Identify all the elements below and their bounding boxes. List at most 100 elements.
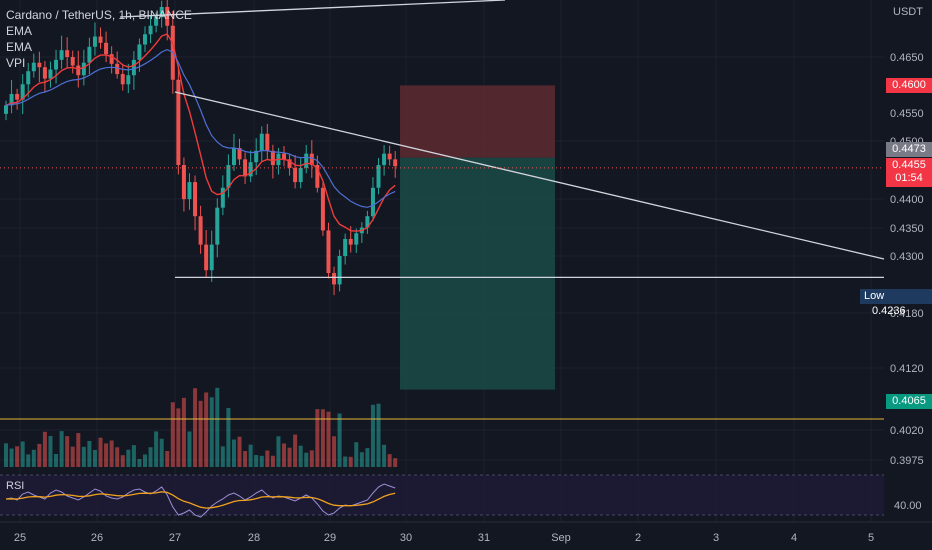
volume-bar bbox=[226, 407, 231, 467]
rsi-line bbox=[5, 483, 396, 518]
volume-bar bbox=[98, 437, 103, 467]
volume-bar bbox=[154, 431, 159, 467]
volume-bar bbox=[76, 433, 81, 467]
volume-bar bbox=[59, 431, 64, 467]
trade-zones bbox=[400, 85, 555, 390]
candle-body bbox=[20, 84, 25, 100]
volume-bar bbox=[270, 455, 275, 467]
candle-body bbox=[26, 71, 31, 85]
candle-body bbox=[259, 133, 264, 151]
candle-body bbox=[270, 150, 275, 166]
vpi-indicator-label[interactable]: VPI bbox=[6, 56, 26, 70]
volume-bar bbox=[315, 409, 320, 467]
volume-bar bbox=[37, 443, 42, 467]
candle-body bbox=[382, 153, 387, 166]
candle-body bbox=[332, 273, 337, 285]
price-tick-label: 0.4400 bbox=[890, 194, 924, 206]
time-tick-label: 30 bbox=[400, 532, 412, 544]
volume-bar bbox=[148, 447, 153, 467]
candle-body bbox=[15, 93, 20, 100]
volume-bar bbox=[65, 436, 70, 467]
candle-body bbox=[31, 62, 36, 72]
low-label: Low bbox=[864, 290, 885, 302]
candle-body bbox=[159, 6, 164, 18]
moving-averages bbox=[5, 33, 396, 232]
candle-body bbox=[37, 62, 42, 68]
price-tick-label: 0.4300 bbox=[890, 251, 924, 263]
time-tick-label: 2 bbox=[635, 532, 641, 544]
volume-bar bbox=[92, 449, 97, 467]
volume-bar bbox=[259, 455, 264, 467]
symbol-title[interactable]: Cardano / TetherUS, 1h, BINANCE bbox=[6, 8, 192, 22]
time-axis: 25 26 27 28 29 30 31 Sep 2 3 4 5 bbox=[14, 532, 874, 544]
volume-bar bbox=[298, 445, 303, 467]
volume-bar bbox=[365, 448, 370, 467]
stop-loss-zone bbox=[400, 85, 555, 158]
volume-bar bbox=[81, 446, 86, 467]
candle-body bbox=[198, 216, 203, 245]
time-tick-label: 5 bbox=[868, 532, 874, 544]
candle-body bbox=[376, 165, 381, 188]
volume-bar bbox=[343, 456, 348, 467]
candle-body bbox=[337, 256, 342, 285]
candle-body bbox=[193, 182, 198, 217]
volume-bar bbox=[15, 446, 20, 467]
current-price-tag: 0.4455 01:54 bbox=[886, 158, 932, 187]
volume-bar bbox=[370, 404, 375, 467]
price-tick-label: 0.4120 bbox=[890, 363, 924, 375]
low-value: 0.4236 bbox=[872, 305, 906, 317]
volume-bar bbox=[287, 447, 292, 467]
candle-body bbox=[237, 147, 242, 160]
candle-body bbox=[243, 159, 248, 177]
candle-body bbox=[92, 36, 97, 47]
candle-body bbox=[176, 79, 181, 166]
volume-bar bbox=[265, 450, 270, 467]
drawings bbox=[0, 0, 885, 420]
volume-bar bbox=[209, 397, 214, 467]
candle-body bbox=[76, 65, 81, 76]
volume-bar bbox=[31, 449, 36, 467]
volume-bar bbox=[304, 452, 309, 467]
candle-body bbox=[137, 44, 142, 60]
price-tick-label: 0.4550 bbox=[890, 108, 924, 120]
price-tick-label: 0.4350 bbox=[890, 223, 924, 235]
candle-body bbox=[309, 153, 314, 166]
candle-body bbox=[315, 165, 320, 188]
candle-body bbox=[181, 165, 186, 200]
volume-bar bbox=[393, 458, 398, 467]
time-tick-label: 4 bbox=[791, 532, 797, 544]
ema-indicator-label[interactable]: EMA bbox=[6, 40, 33, 54]
volume-bar bbox=[42, 431, 47, 467]
time-tick-label: 31 bbox=[478, 532, 490, 544]
candle-body bbox=[81, 62, 86, 76]
volume-bar bbox=[131, 445, 136, 467]
candle-body bbox=[215, 207, 220, 245]
volume-bar bbox=[176, 408, 181, 467]
candle-body bbox=[120, 74, 125, 85]
ema-indicator-label[interactable]: EMA bbox=[6, 24, 33, 38]
volume-bar bbox=[204, 392, 209, 467]
volume-bar bbox=[387, 454, 392, 467]
candle-body bbox=[104, 42, 109, 55]
candle-body bbox=[87, 46, 92, 63]
time-tick-label: 28 bbox=[248, 532, 260, 544]
candle-body bbox=[231, 147, 236, 166]
candle-body bbox=[59, 50, 64, 60]
candle-body bbox=[248, 162, 253, 177]
low-marker: Low 0.4236 bbox=[860, 289, 932, 317]
rsi-pane: RSI 40.00 bbox=[0, 474, 922, 518]
volume-bar bbox=[20, 441, 25, 467]
rsi-band bbox=[0, 475, 884, 515]
candle-body bbox=[304, 153, 309, 168]
candle-body bbox=[126, 75, 131, 85]
volume-bar bbox=[276, 436, 281, 467]
candle-body bbox=[187, 182, 192, 200]
volume-bar bbox=[170, 402, 175, 467]
candle-body bbox=[165, 6, 170, 26]
candle-body bbox=[354, 233, 359, 245]
volume-bar bbox=[309, 450, 314, 467]
candle-body bbox=[220, 187, 225, 208]
candle-body bbox=[265, 133, 270, 151]
volume-bar bbox=[104, 443, 109, 467]
